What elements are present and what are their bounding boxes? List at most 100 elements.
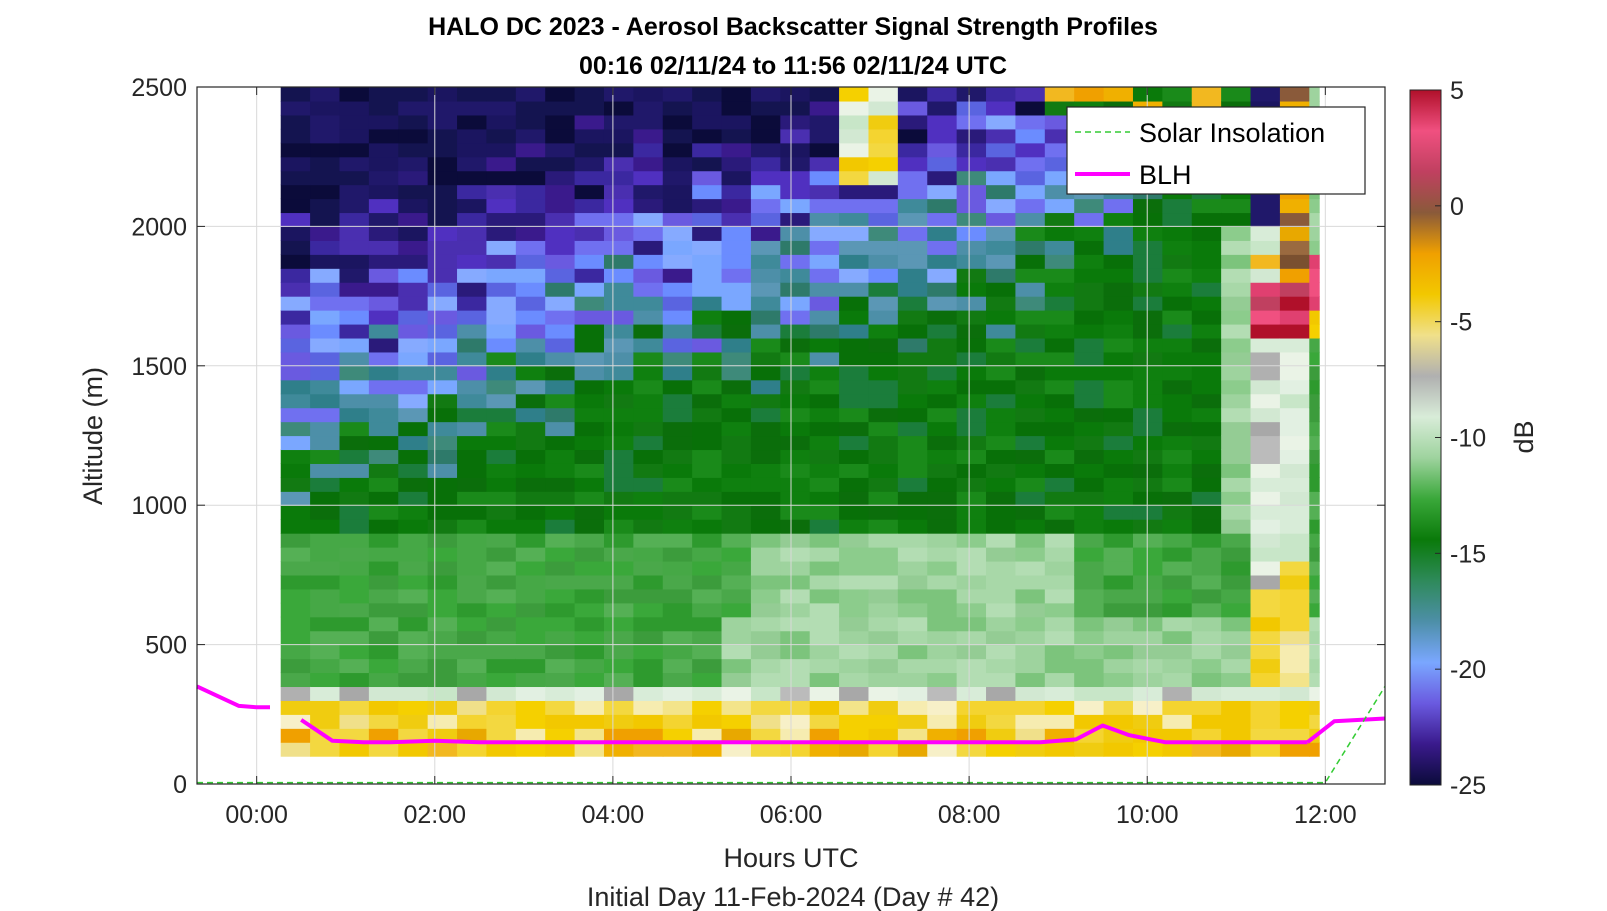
x-tick-label: 10:00 <box>1116 801 1179 829</box>
heatmap-cell <box>633 658 664 674</box>
heatmap-cell <box>457 296 488 311</box>
heatmap-cell <box>280 212 311 227</box>
heatmap-cell <box>1221 672 1252 688</box>
heatmap-cell <box>1074 323 1105 339</box>
heatmap-cell <box>1221 268 1252 283</box>
heatmap-cell <box>515 310 546 325</box>
heatmap-cell <box>1279 254 1310 269</box>
heatmap-cell <box>368 588 399 604</box>
heatmap-cell <box>457 337 488 353</box>
heatmap-cell <box>897 477 928 492</box>
heatmap-cell <box>339 240 370 255</box>
heatmap-cell <box>868 658 899 674</box>
heatmap-cell <box>280 700 311 715</box>
heatmap-cell <box>1309 282 1320 297</box>
heatmap-cell <box>780 351 811 367</box>
heatmap-cell <box>1279 686 1310 701</box>
heatmap-cell <box>1074 240 1105 255</box>
heatmap-cell <box>1103 574 1134 590</box>
heatmap-cell <box>545 337 576 353</box>
heatmap-cell <box>1279 323 1310 339</box>
heatmap-cell <box>750 142 781 158</box>
heatmap-cell <box>809 686 840 701</box>
heatmap-cell <box>398 393 429 409</box>
heatmap-cell <box>780 630 811 646</box>
heatmap-cell <box>780 128 811 144</box>
heatmap-cell <box>1132 477 1163 492</box>
heatmap-cell <box>427 421 458 437</box>
heatmap-cell <box>986 616 1017 632</box>
heatmap-cell <box>545 114 576 130</box>
heatmap-cell <box>1191 323 1222 339</box>
heatmap-cell <box>1015 658 1046 674</box>
heatmap-cell <box>868 616 899 632</box>
heatmap-cell <box>633 547 664 562</box>
heatmap-cell <box>721 658 752 674</box>
heatmap-cell <box>897 686 928 701</box>
heatmap-cell <box>574 254 605 269</box>
heatmap-cell <box>750 658 781 674</box>
heatmap-cell <box>986 700 1017 715</box>
heatmap-cell <box>310 379 341 395</box>
heatmap-cell <box>809 114 840 130</box>
heatmap-cell <box>897 393 928 409</box>
heatmap-cell <box>398 588 429 604</box>
heatmap-cell <box>603 477 634 492</box>
heatmap-cell <box>809 519 840 534</box>
heatmap-cell <box>280 686 311 701</box>
heatmap-cell <box>780 240 811 255</box>
heatmap-cell <box>1044 672 1075 688</box>
heatmap-cell <box>427 226 458 241</box>
heatmap-cell <box>603 616 634 632</box>
heatmap-cell <box>1015 212 1046 227</box>
heatmap-cell <box>574 100 605 116</box>
heatmap-cell <box>868 226 899 241</box>
heatmap-cell <box>1279 198 1310 214</box>
heatmap-cell <box>868 602 899 618</box>
heatmap-cell <box>427 156 458 172</box>
heatmap-cell <box>927 100 958 116</box>
heatmap-cell <box>1279 491 1310 506</box>
heatmap-cell <box>897 156 928 172</box>
heatmap-cell <box>839 686 870 701</box>
heatmap-cell <box>1103 602 1134 618</box>
heatmap-cell <box>1309 672 1320 688</box>
heatmap-cell <box>780 574 811 590</box>
heatmap-cell <box>486 128 517 144</box>
heatmap-cell <box>1132 463 1163 478</box>
heatmap-cell <box>427 323 458 339</box>
heatmap-cell <box>1191 644 1222 660</box>
heatmap-cell <box>1103 658 1134 674</box>
heatmap-cell <box>1132 449 1163 464</box>
heatmap-cell <box>486 365 517 381</box>
heatmap-cell <box>486 421 517 437</box>
heatmap-cell <box>1279 435 1310 451</box>
heatmap-cell <box>603 170 634 186</box>
heatmap-cell <box>280 337 311 353</box>
heatmap-cell <box>398 128 429 144</box>
heatmap-cell <box>545 644 576 660</box>
heatmap-cell <box>1074 435 1105 451</box>
heatmap-cell <box>1162 254 1193 269</box>
heatmap-cell <box>692 323 723 339</box>
heatmap-cell <box>1162 644 1193 660</box>
heatmap-cell <box>662 505 693 520</box>
heatmap-cell <box>1279 560 1310 576</box>
heatmap-cell <box>1132 226 1163 241</box>
heatmap-cell <box>809 728 840 743</box>
heatmap-cell <box>662 491 693 506</box>
heatmap-cell <box>986 644 1017 660</box>
heatmap-cell <box>427 658 458 674</box>
heatmap-cell <box>545 351 576 367</box>
heatmap-cell <box>486 156 517 172</box>
blh-line <box>196 684 270 710</box>
heatmap-cell <box>1309 658 1320 674</box>
heatmap-cell <box>809 491 840 506</box>
heatmap-cell <box>1221 742 1252 757</box>
heatmap-cell <box>545 463 576 478</box>
heatmap-cell <box>486 407 517 423</box>
heatmap-cell <box>839 184 870 200</box>
heatmap-cell <box>897 170 928 186</box>
heatmap-cell <box>457 198 488 214</box>
heatmap-cell <box>1250 686 1281 701</box>
